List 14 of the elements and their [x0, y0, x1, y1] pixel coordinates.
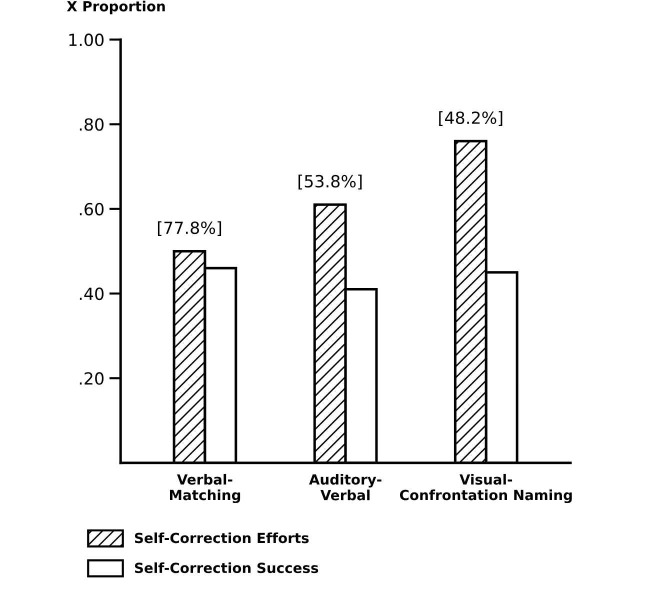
legend-label: Self-Correction Efforts [134, 532, 309, 544]
y-tick-label: 1.00 [69, 34, 104, 46]
x-tick-label: Auditory- Verbal [309, 474, 382, 500]
y-tick-label: .60 [80, 202, 104, 216]
y-axis-title: X Proportion [66, 0, 165, 14]
annotation: [53.8%] [298, 174, 362, 190]
y-tick-label: .80 [80, 118, 104, 131]
annotation: [48.2%] [439, 111, 502, 126]
annotation: [77.8%] [158, 221, 222, 236]
y-tick-label: .40 [80, 288, 104, 300]
y-tick-label: .20 [80, 372, 104, 385]
x-tick-label: Verbal- Matching [170, 474, 240, 504]
legend-label: Self-Correction Success [134, 562, 318, 574]
x-tick-label: Visual- Confrontation Naming [400, 474, 572, 504]
